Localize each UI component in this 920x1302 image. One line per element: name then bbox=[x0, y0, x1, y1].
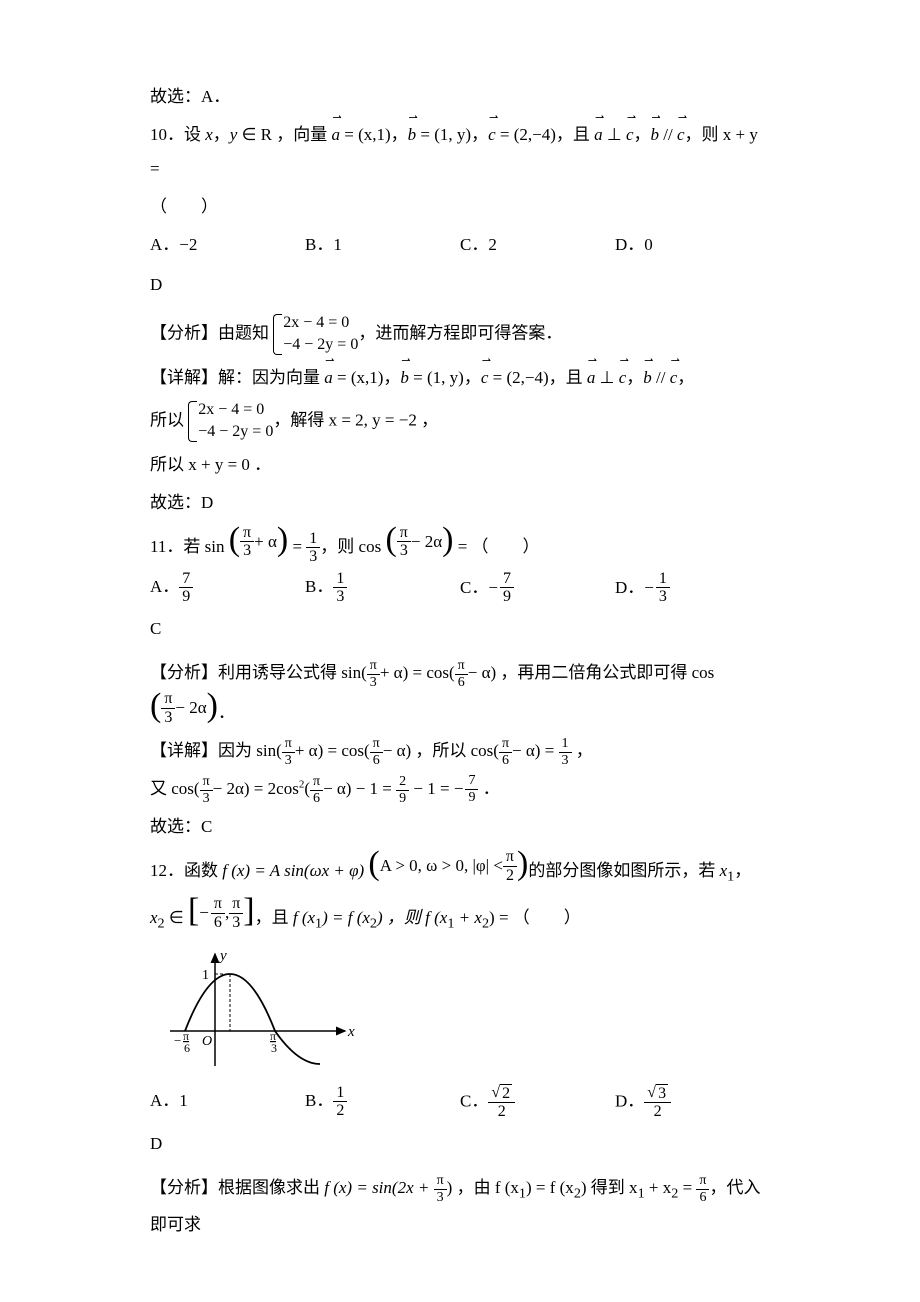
q11-opt-b: B．13 bbox=[305, 570, 460, 606]
q11-opt-a: A．79 bbox=[150, 570, 305, 606]
q11-cos-arg: (π3− 2α) bbox=[385, 524, 453, 560]
q11-detail-line1: 【详解】因为 sin(π3+ α) = cos(π6− α) ，所以 cos(π… bbox=[150, 734, 770, 768]
q12-opt-a: A．1 bbox=[150, 1084, 305, 1121]
q10-detail-line2: 所以 2x − 4 = 0 −4 − 2y = 0 ，解得 x = 2, y =… bbox=[150, 399, 770, 444]
q12-analysis: 【分析】根据图像求出 f (x) = sin(2x + π3) ，由 f (x1… bbox=[150, 1171, 770, 1242]
q12-stem-line2: x2 ∈ [−π6, π3]，且 f (x1) = f (x2) ，则 f (x… bbox=[150, 895, 770, 938]
q12-opt-d: D．√32 bbox=[615, 1084, 770, 1121]
q11-stem: 11．若 sin (π3+ α) = 13，则 cos (π3− 2α) = （… bbox=[150, 524, 770, 566]
q10-system-2: 2x − 4 = 0 −4 − 2y = 0 bbox=[188, 399, 273, 444]
q11-opt-d: D．−13 bbox=[615, 570, 770, 606]
q12-stem-line1: 12．函数 f (x) = A sin(ωx + φ) (A > 0, ω > … bbox=[150, 848, 770, 891]
q10-system-1: 2x − 4 = 0 −4 − 2y = 0 bbox=[273, 312, 358, 357]
svg-text:3: 3 bbox=[271, 1041, 277, 1055]
q10-choose: 故选：D bbox=[150, 486, 770, 520]
q11-choose: 故选：C bbox=[150, 810, 770, 844]
sine-curve bbox=[185, 974, 320, 1064]
q11-answer: C bbox=[150, 612, 770, 646]
q12-graph: y x O 1 − π 6 π 3 bbox=[160, 946, 360, 1076]
q10-detail-line1: 【详解】解：因为向量 a = (x,1)，b = (1, y)，c = (2,−… bbox=[150, 361, 770, 395]
q11-sin-arg: (π3+ α) bbox=[229, 524, 288, 560]
one-label: 1 bbox=[202, 968, 209, 983]
svg-text:6: 6 bbox=[184, 1041, 190, 1055]
q11-analysis: 【分析】利用诱导公式得 sin(π3+ α) = cos(π6− α) ，再用二… bbox=[150, 656, 770, 730]
q12-graph-svg: y x O 1 − π 6 π 3 bbox=[160, 946, 360, 1076]
tick-neg-pi6: − bbox=[174, 1033, 181, 1048]
y-label: y bbox=[218, 948, 227, 964]
q10-detail-line3: 所以 x + y = 0 ． bbox=[150, 448, 770, 482]
q12-answer: D bbox=[150, 1127, 770, 1161]
q11-options: A．79 B．13 C．−79 D．−13 bbox=[150, 570, 770, 606]
q10-opt-d: D．0 bbox=[615, 228, 770, 262]
q10-stem-line1: 10．设 x，y ∈ R ，向量 a = (x,1)，b = (1, y)，c … bbox=[150, 118, 770, 186]
x-label: x bbox=[347, 1024, 355, 1040]
q10-options: A．−2 B．1 C．2 D．0 bbox=[150, 228, 770, 262]
q10-blank: （ ） bbox=[150, 190, 770, 224]
q12-options: A．1 B．12 C．√22 D．√32 bbox=[150, 1084, 770, 1121]
q10-number: 10． bbox=[150, 125, 184, 144]
q10-opt-a: A．−2 bbox=[150, 228, 305, 262]
q10-answer: D bbox=[150, 268, 770, 302]
q10-opt-c: C．2 bbox=[460, 228, 615, 262]
q12-opt-c: C．√22 bbox=[460, 1084, 615, 1121]
q11-opt-c: C．−79 bbox=[460, 570, 615, 606]
q12-opt-b: B．12 bbox=[305, 1084, 460, 1121]
q11-detail-line2: 又 cos(π3− 2α) = 2cos2(π6− α) − 1 = 29 − … bbox=[150, 772, 770, 806]
q10-opt-b: B．1 bbox=[305, 228, 460, 262]
origin-label: O bbox=[202, 1034, 212, 1049]
